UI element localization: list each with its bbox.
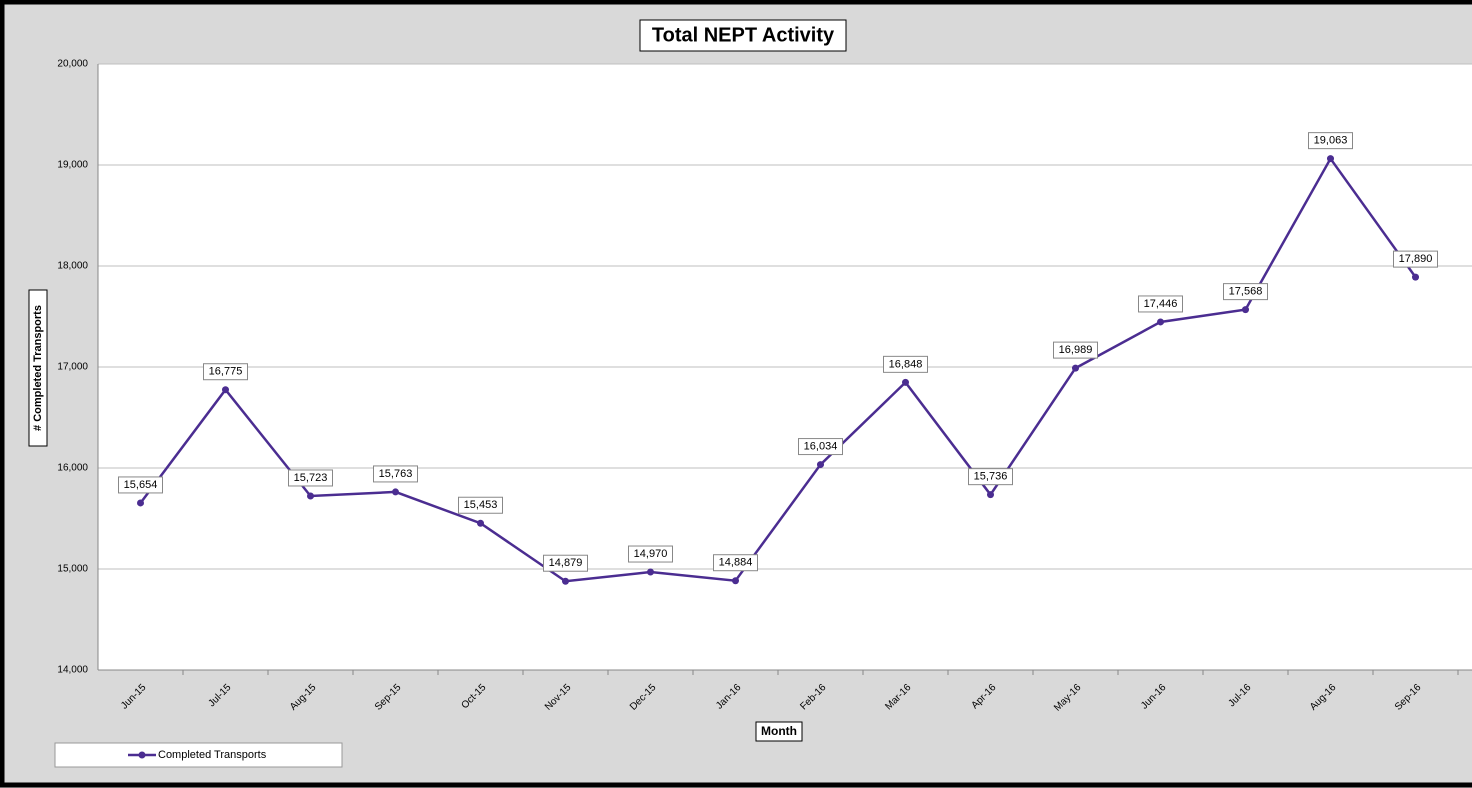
y-tick-label: 18,000 <box>57 261 88 272</box>
point <box>817 461 824 469</box>
data-label-box <box>1138 295 1183 313</box>
legend-label: Completed Transports <box>158 749 267 761</box>
data-label: 17,890 <box>1399 253 1433 265</box>
data-label: 19,063 <box>1314 135 1348 147</box>
data-label: 16,848 <box>889 358 923 370</box>
legend <box>54 742 343 768</box>
data-label-box <box>1308 132 1353 150</box>
data-label-box <box>713 554 758 572</box>
x-label-box <box>755 721 803 742</box>
point <box>647 568 654 576</box>
y-tick-label: 16,000 <box>57 463 88 474</box>
y-tick-label: 17,000 <box>57 362 88 373</box>
data-label: 16,034 <box>804 440 838 452</box>
line <box>139 156 1417 583</box>
point <box>222 386 229 394</box>
data-label-box <box>458 496 503 514</box>
data-label: 14,879 <box>549 557 583 569</box>
y-tick-label: 14,000 <box>57 665 88 676</box>
data-label: 16,775 <box>209 366 243 378</box>
point <box>1412 273 1419 281</box>
title-box <box>639 19 847 52</box>
point <box>137 499 144 507</box>
data-label-box <box>628 545 673 563</box>
y-tick-label: 20,000 <box>57 59 88 70</box>
x-axis-title: Month <box>761 724 797 738</box>
point <box>392 488 399 496</box>
data-label: 15,723 <box>294 472 328 484</box>
data-label-box <box>1223 283 1268 301</box>
y-tick-label: 19,000 <box>57 160 88 171</box>
legend-marker <box>138 751 146 759</box>
data-label: 16,989 <box>1059 344 1093 356</box>
data-label: 15,654 <box>124 479 158 491</box>
data-label-box <box>288 469 333 487</box>
data-label: 14,970 <box>634 548 668 560</box>
data-label: 17,568 <box>1229 286 1263 298</box>
data-label: 15,736 <box>974 471 1008 483</box>
data-label-box <box>798 438 843 456</box>
y-axis-title: # Completed Transports <box>32 305 44 431</box>
data-label-box <box>968 468 1013 486</box>
data-label: 15,453 <box>464 499 498 511</box>
chart-title: Total NEPT Activity <box>652 24 835 46</box>
point <box>307 492 314 500</box>
y-tick-label: 15,000 <box>57 564 88 575</box>
data-label-box <box>1393 250 1438 268</box>
point <box>732 577 739 585</box>
point <box>1242 306 1249 314</box>
data-label: 15,763 <box>379 468 413 480</box>
data-label-box <box>373 465 418 483</box>
point <box>1327 155 1334 163</box>
point <box>477 519 484 527</box>
point <box>1157 318 1164 326</box>
point <box>1072 364 1079 372</box>
data-label: 17,446 <box>1144 298 1178 310</box>
point <box>987 491 994 499</box>
point <box>562 577 569 585</box>
data-label-box <box>543 554 588 572</box>
data-label-box <box>1053 341 1098 359</box>
data-label-box <box>118 476 163 494</box>
data-label-box <box>203 363 248 381</box>
data-label: 14,884 <box>719 557 753 569</box>
y-label-box <box>28 289 48 447</box>
point <box>902 378 909 386</box>
data-label-box <box>883 355 928 373</box>
